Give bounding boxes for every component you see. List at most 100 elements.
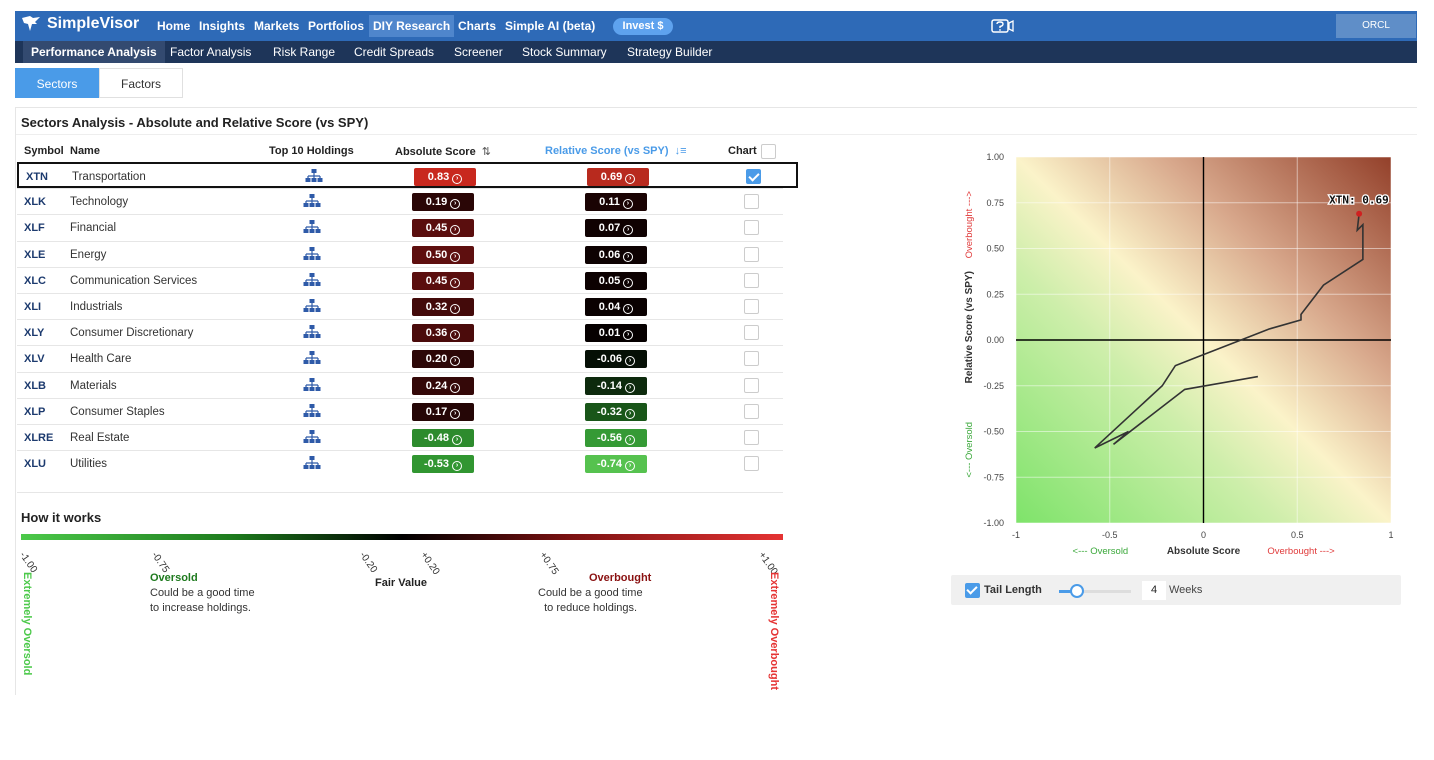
nav-home[interactable]: Home [157, 19, 191, 33]
holdings-hierarchy-icon[interactable] [303, 456, 321, 470]
table-row[interactable]: XLU Utilities -0.53 › -0.74 › [17, 450, 783, 476]
chart-checkbox[interactable] [744, 456, 759, 472]
absolute-score-badge[interactable]: 0.45 › [412, 219, 474, 238]
row-symbol[interactable]: XLI [24, 301, 42, 313]
subnav-stock-summary[interactable]: Stock Summary [522, 45, 607, 59]
chart-checkbox[interactable] [744, 194, 759, 210]
relative-score-badge[interactable]: -0.14 › [585, 376, 647, 395]
absolute-score-badge[interactable]: -0.48 › [412, 429, 474, 447]
nav-markets[interactable]: Markets [254, 19, 300, 33]
subnav-credit-spreads[interactable]: Credit Spreads [354, 45, 435, 59]
row-symbol[interactable]: XLB [24, 379, 46, 392]
chart-checkbox[interactable] [744, 351, 759, 367]
chart-checkbox[interactable] [744, 246, 759, 262]
absolute-score-badge[interactable]: -0.53 › [412, 455, 474, 474]
chart-checkbox[interactable] [744, 377, 759, 393]
table-row[interactable]: XTN Transportation 0.83 › 0.69 › [17, 162, 798, 188]
holdings-hierarchy-icon[interactable] [303, 246, 321, 261]
relative-score-badge[interactable]: 0.05 › [585, 271, 647, 290]
absolute-score-badge[interactable]: 0.45 › [412, 271, 474, 290]
chart-checkbox[interactable] [744, 430, 759, 445]
row-symbol[interactable]: XTN [26, 171, 48, 183]
relative-score-badge[interactable]: 0.11 › [585, 193, 647, 212]
nav-portfolios[interactable]: Portfolios [308, 19, 364, 33]
chart-checkbox[interactable] [744, 299, 759, 314]
absolute-score-badge[interactable]: 0.20 › [412, 350, 474, 369]
table-row[interactable]: XLY Consumer Discretionary 0.36 › 0.01 › [17, 319, 783, 345]
absolute-score-badge[interactable]: 0.24 › [412, 376, 474, 395]
row-symbol[interactable]: XLF [24, 222, 45, 235]
tail-length-value[interactable]: 4 [1142, 581, 1166, 600]
absolute-score-badge[interactable]: 0.36 › [412, 324, 474, 343]
relative-score-badge[interactable]: -0.32 › [585, 402, 647, 421]
row-symbol[interactable]: XLK [24, 196, 46, 209]
chart-checkbox[interactable] [744, 272, 759, 288]
relative-score-badge[interactable]: 0.69 › [587, 168, 649, 186]
tail-length-slider-thumb[interactable] [1070, 584, 1084, 598]
holdings-hierarchy-icon[interactable] [303, 430, 321, 444]
tab-sectors[interactable]: Sectors [15, 68, 99, 98]
series-current-point[interactable] [1356, 210, 1363, 217]
holdings-hierarchy-icon[interactable] [303, 194, 321, 208]
absolute-score-badge[interactable]: 0.50 › [412, 245, 474, 264]
row-symbol[interactable]: XLP [24, 405, 46, 418]
relative-score-badge[interactable]: -0.74 › [585, 455, 647, 474]
holdings-hierarchy-icon[interactable] [303, 272, 321, 287]
chart-checkbox[interactable] [744, 325, 759, 341]
relative-score-badge[interactable]: 0.04 › [585, 298, 647, 316]
table-row[interactable]: XLC Communication Services 0.45 › 0.05 › [17, 266, 783, 293]
subnav-factor-analysis[interactable]: Factor Analysis [170, 45, 252, 59]
relative-score-badge[interactable]: -0.56 › [585, 429, 647, 447]
row-symbol[interactable]: XLU [24, 458, 46, 471]
row-symbol[interactable]: XLV [24, 353, 45, 366]
table-row[interactable]: XLF Financial 0.45 › 0.07 › [17, 214, 783, 240]
table-row[interactable]: XLRE Real Estate -0.48 › -0.56 › [17, 424, 783, 450]
holdings-hierarchy-icon[interactable] [303, 351, 321, 365]
table-row[interactable]: XLK Technology 0.19 › 0.11 › [17, 188, 783, 214]
relative-score-badge[interactable]: 0.01 › [585, 324, 647, 343]
header-symbol[interactable]: Symbol [24, 145, 64, 157]
header-relative-score[interactable]: Relative Score (vs SPY) ↓≡ [545, 145, 687, 157]
help-video-icon[interactable] [991, 17, 1015, 35]
nav-insights[interactable]: Insights [199, 19, 246, 33]
chart-checkbox[interactable] [746, 169, 761, 184]
holdings-hierarchy-icon[interactable] [303, 377, 321, 392]
nav-diy-research[interactable]: DIY Research [369, 15, 455, 37]
table-row[interactable]: XLE Energy 0.50 › 0.06 › [17, 240, 783, 267]
holdings-hierarchy-icon[interactable] [305, 169, 323, 183]
holdings-hierarchy-icon[interactable] [303, 220, 321, 234]
absolute-score-badge[interactable]: 0.19 › [412, 193, 474, 212]
absolute-score-badge[interactable]: 0.83 › [414, 168, 476, 186]
sort-desc-icon[interactable]: ↓≡ [671, 145, 687, 157]
chart-select-all-checkbox[interactable] [761, 144, 776, 159]
table-row[interactable]: XLI Industrials 0.32 › 0.04 › [17, 293, 783, 319]
invest-button[interactable]: Invest $ [613, 18, 673, 35]
relative-score-badge[interactable]: -0.06 › [585, 350, 647, 369]
sort-icon[interactable]: ⇅ [478, 146, 492, 158]
table-row[interactable]: XLV Health Care 0.20 › -0.06 › [17, 345, 783, 371]
brand[interactable]: SimpleVisor [21, 15, 139, 33]
relative-score-badge[interactable]: 0.07 › [585, 219, 647, 238]
tail-length-checkbox[interactable] [965, 583, 980, 598]
row-symbol[interactable]: XLRE [24, 432, 54, 444]
subnav-risk-range[interactable]: Risk Range [273, 45, 336, 59]
holdings-hierarchy-icon[interactable] [303, 299, 321, 313]
chart-checkbox[interactable] [744, 403, 759, 419]
table-row[interactable]: XLB Materials 0.24 › -0.14 › [17, 371, 783, 398]
header-name[interactable]: Name [70, 145, 100, 157]
nav-charts[interactable]: Charts [458, 19, 497, 33]
absolute-score-badge[interactable]: 0.17 › [412, 402, 474, 421]
row-symbol[interactable]: XLE [24, 248, 46, 261]
absolute-score-badge[interactable]: 0.32 › [412, 298, 474, 316]
ticker-search[interactable]: ORCL [1336, 14, 1416, 38]
row-symbol[interactable]: XLY [24, 327, 45, 340]
tail-length-slider-track[interactable] [1059, 590, 1131, 593]
chart-checkbox[interactable] [744, 220, 759, 236]
nav-simple-ai[interactable]: Simple AI (beta) [505, 19, 596, 33]
row-symbol[interactable]: XLC [24, 274, 46, 287]
tab-factors[interactable]: Factors [99, 68, 183, 98]
header-absolute-score[interactable]: Absolute Score ⇅ [395, 145, 491, 158]
subnav-screener[interactable]: Screener [454, 45, 503, 59]
subnav-strategy-builder[interactable]: Strategy Builder [627, 45, 713, 59]
table-row[interactable]: XLP Consumer Staples 0.17 › -0.32 › [17, 397, 783, 424]
